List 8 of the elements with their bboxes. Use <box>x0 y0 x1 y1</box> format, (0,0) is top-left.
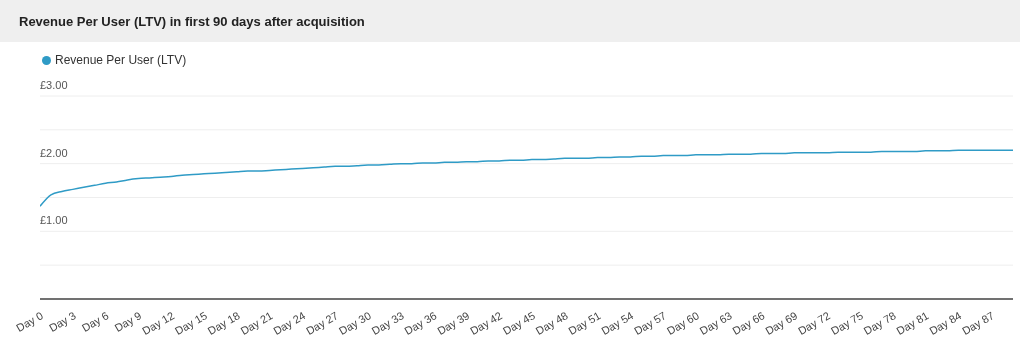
y-tick-label: £1.00 <box>40 214 68 227</box>
x-tick-label: Day 0 <box>14 309 45 335</box>
legend-label: Revenue Per User (LTV) <box>55 53 187 67</box>
x-tick-label: Day 6 <box>79 309 111 335</box>
chart-title: Revenue Per User (LTV) in first 90 days after acquisition <box>0 0 1020 42</box>
y-tick-label: £2.00 <box>40 146 68 159</box>
x-tick-label: Day 3 <box>46 309 78 335</box>
y-tick-label: £3.00 <box>40 79 68 91</box>
